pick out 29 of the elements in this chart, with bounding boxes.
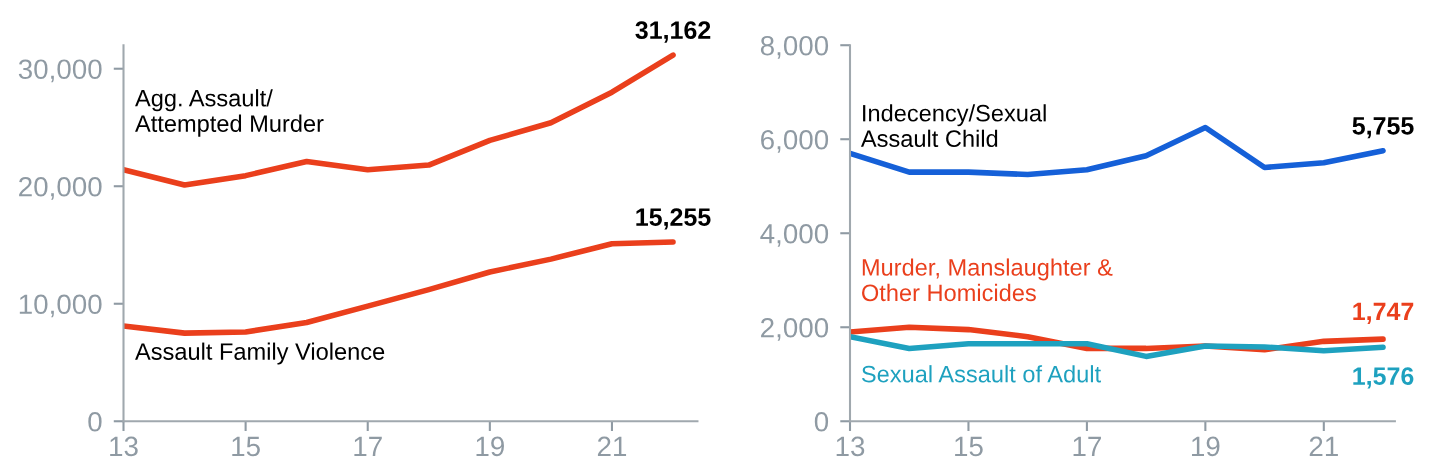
data-label: 1,747 xyxy=(1353,302,1414,324)
y-tick-label: 20,000 xyxy=(19,176,102,200)
data-label: 1,576 xyxy=(1353,367,1414,389)
x-tick-label: 17 xyxy=(1073,436,1101,456)
y-tick-label: 0 xyxy=(88,411,102,432)
data-label: 15,255 xyxy=(636,208,711,230)
x-tick-label: 15 xyxy=(955,436,983,457)
series-label: Sexual Assault of Adult xyxy=(861,365,1101,383)
data-label: 5,755 xyxy=(1352,117,1414,139)
y-tick-label: 0 xyxy=(814,411,829,432)
series-label: Agg. Assault/ Attempted Murder xyxy=(135,89,324,137)
x-tick-label: 17 xyxy=(354,436,382,456)
y-tick-label: 10,000 xyxy=(19,294,102,318)
x-tick-label: 19 xyxy=(476,436,504,457)
series-label: Murder, Manslaughter & Other Homicides xyxy=(862,258,1113,302)
x-tick-label: 19 xyxy=(1192,436,1220,457)
x-tick-label: 15 xyxy=(232,436,260,457)
y-tick-label: 4,000 xyxy=(760,223,829,247)
y-tick-label: 30,000 xyxy=(18,59,102,83)
y-tick-label: 2,000 xyxy=(761,317,829,341)
data-label: 31,162 xyxy=(635,21,711,43)
x-tick-label: 13 xyxy=(836,436,865,457)
x-tick-label: 13 xyxy=(110,436,138,457)
series-label: Assault Family Violence xyxy=(135,342,385,365)
y-tick-label: 6,000 xyxy=(761,129,829,153)
y-tick-label: 8,000 xyxy=(760,35,829,59)
series-label: Indecency/Sexual Assault Child xyxy=(860,104,1046,147)
x-tick-label: 21 xyxy=(1309,436,1338,456)
x-tick-label: 21 xyxy=(597,436,627,456)
